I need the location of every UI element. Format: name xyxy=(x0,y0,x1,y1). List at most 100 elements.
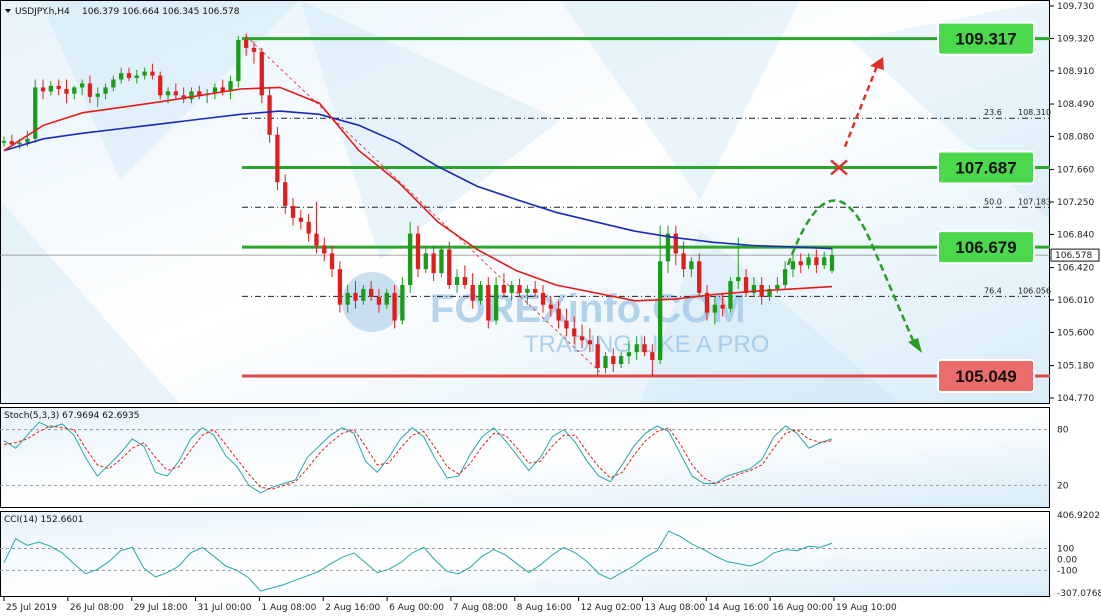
price-tick-label: 109.320 xyxy=(1057,34,1094,44)
price-tick-label: 104.770 xyxy=(1057,394,1094,404)
candle-body xyxy=(290,205,296,218)
time-tick-label: 26 Jul 08:00 xyxy=(70,603,124,613)
candle-body xyxy=(658,261,663,361)
cci-panel-background xyxy=(0,511,1050,597)
candle-body xyxy=(314,233,319,246)
cci-line xyxy=(3,530,833,592)
stochastic-main-line xyxy=(3,421,833,494)
candle-body xyxy=(33,87,38,139)
candle-body xyxy=(48,85,54,92)
candle-body xyxy=(368,288,374,297)
candle-body xyxy=(329,253,335,270)
candle-body xyxy=(244,39,249,48)
candle-body xyxy=(361,288,366,301)
time-tick-label: 29 Jul 18:00 xyxy=(134,603,188,613)
price-tick-label: 108.490 xyxy=(1057,100,1094,110)
bullish-scenario-arrow xyxy=(843,63,880,148)
candle-body xyxy=(579,336,585,341)
time-tick-label: 16 Aug 00:00 xyxy=(772,603,833,613)
cci-tick-label: -307.0768 xyxy=(1057,589,1101,599)
candle-body xyxy=(611,356,616,365)
candle-body xyxy=(376,296,382,305)
watermark-brand: FOREXinfo.COM xyxy=(430,287,746,331)
background-facet xyxy=(560,0,800,200)
bullish-arrow-head xyxy=(870,57,884,70)
candle-body xyxy=(189,91,194,100)
candle-body xyxy=(618,356,624,365)
candle-body xyxy=(782,269,788,285)
moving-average-slow xyxy=(3,110,833,250)
candle-body xyxy=(603,356,608,368)
time-tick-label: 25 Jul 2019 xyxy=(6,603,57,613)
candle-body xyxy=(454,277,460,285)
candle-body xyxy=(704,292,710,313)
cci-tick-label: 406.9202 xyxy=(1057,511,1100,521)
candle-body xyxy=(423,253,428,270)
candle-body xyxy=(173,91,178,96)
candle-body xyxy=(572,328,577,337)
candle-body xyxy=(767,288,772,297)
fib-ratio-label: 50.0 xyxy=(984,197,1002,206)
candle-body xyxy=(470,284,475,301)
symbol-dropdown-icon xyxy=(5,9,11,13)
panel-border-stoch xyxy=(0,407,1050,508)
candle-body xyxy=(829,255,835,271)
candle-body xyxy=(689,261,694,270)
current-price-box xyxy=(1050,248,1100,262)
candle-body xyxy=(626,352,632,357)
price-tick-label: 106.840 xyxy=(1057,230,1094,240)
candle-body xyxy=(126,73,132,78)
candle-body xyxy=(56,85,61,89)
candle-body xyxy=(665,233,671,262)
candle-body xyxy=(720,304,725,309)
level-label-box xyxy=(937,230,1035,265)
background-facet xyxy=(40,0,300,180)
candle-body xyxy=(743,277,749,293)
price-tick-label: 108.910 xyxy=(1057,67,1094,77)
cci-label: CCI(14) 152.6601 xyxy=(4,515,84,525)
stoch-tick-label: 20 xyxy=(1057,481,1069,491)
candle-body xyxy=(392,292,397,321)
candle-body xyxy=(150,71,155,76)
level-label-text: 105.049 xyxy=(955,367,1016,386)
current-price-label: 106.578 xyxy=(1055,251,1092,261)
candle-body xyxy=(798,261,803,266)
candle-body xyxy=(822,257,827,266)
candle-body xyxy=(72,87,77,94)
candle-body xyxy=(87,83,93,97)
candle-body xyxy=(142,71,147,76)
candle-body xyxy=(322,245,327,254)
candle-body xyxy=(400,284,405,321)
background-facet xyxy=(300,0,560,260)
candle-body xyxy=(587,340,592,345)
candle-body xyxy=(267,95,272,135)
candle-body xyxy=(64,88,69,94)
time-tick-label: 13 Aug 08:00 xyxy=(644,603,705,613)
time-tick-label: 14 Aug 16:00 xyxy=(708,603,769,613)
candle-body xyxy=(556,308,561,321)
price-tick-label: 105.180 xyxy=(1057,362,1094,372)
candle-body xyxy=(540,292,546,305)
candle-body xyxy=(517,284,522,293)
invalidation-cross xyxy=(830,159,848,176)
candle-body xyxy=(220,87,225,92)
bearish-scenario-arrow xyxy=(786,199,917,346)
candle-body xyxy=(298,217,303,222)
candle-body xyxy=(275,134,280,183)
candle-body xyxy=(509,284,514,293)
candle-body xyxy=(25,138,30,143)
candle-body xyxy=(17,142,22,145)
candle-body xyxy=(40,87,46,92)
fib-price-label: 106.056 xyxy=(1018,286,1051,295)
candle-body xyxy=(447,249,452,285)
candle-body xyxy=(95,93,100,97)
price-tick-label: 105.600 xyxy=(1057,328,1094,338)
time-tick-label: 1 Aug 08:00 xyxy=(261,603,316,613)
candle-body xyxy=(486,284,491,321)
price-tick-label: 107.250 xyxy=(1057,198,1094,208)
level-label-text: 106.679 xyxy=(955,238,1016,257)
candle-body xyxy=(259,51,264,96)
candle-body xyxy=(501,284,507,293)
